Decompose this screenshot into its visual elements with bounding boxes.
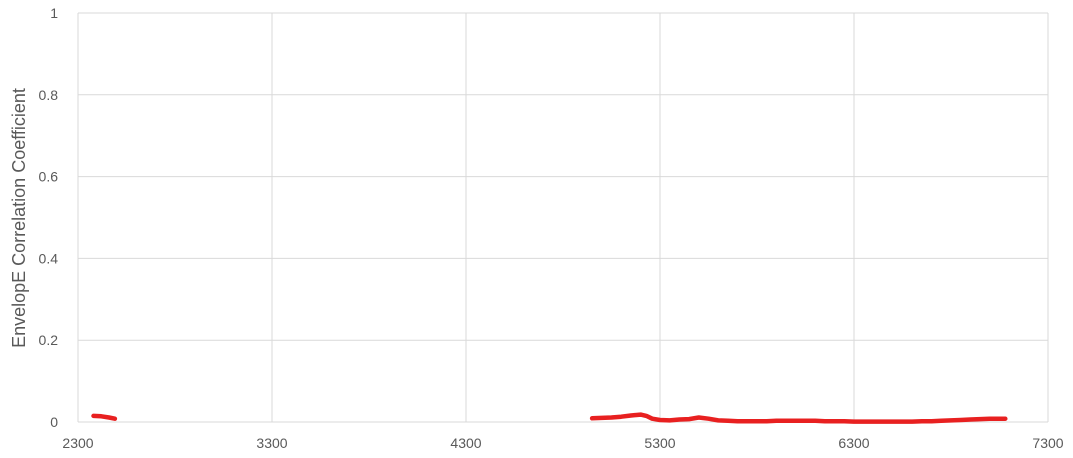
- y-tick-label-0: 0: [50, 414, 58, 430]
- grid-lines: [77, 12, 1049, 423]
- x-tick-label-0: 2300: [62, 435, 93, 451]
- y-tick-label-1: 0.2: [39, 332, 59, 348]
- plot-series: [91, 412, 1008, 424]
- y-axis-ticks: 0 0.2 0.4 0.6 0.8 1: [39, 5, 59, 430]
- y-tick-label-2: 0.4: [39, 250, 59, 266]
- y-axis-label: EnvelopE Correlation Coefficient: [9, 88, 29, 348]
- series-line-segment-1: [589, 412, 1008, 424]
- series-line-segment-0: [91, 413, 118, 421]
- x-tick-label-1: 3300: [256, 435, 287, 451]
- y-tick-label-4: 0.8: [39, 87, 59, 103]
- y-tick-label-3: 0.6: [39, 169, 59, 185]
- y-tick-label-5: 1: [50, 5, 58, 21]
- x-tick-label-5: 7300: [1032, 435, 1063, 451]
- x-tick-label-3: 5300: [644, 435, 675, 451]
- x-axis-ticks: 2300 3300 4300 5300 6300 7300: [62, 435, 1063, 451]
- x-tick-label-4: 6300: [838, 435, 869, 451]
- x-tick-label-2: 4300: [450, 435, 481, 451]
